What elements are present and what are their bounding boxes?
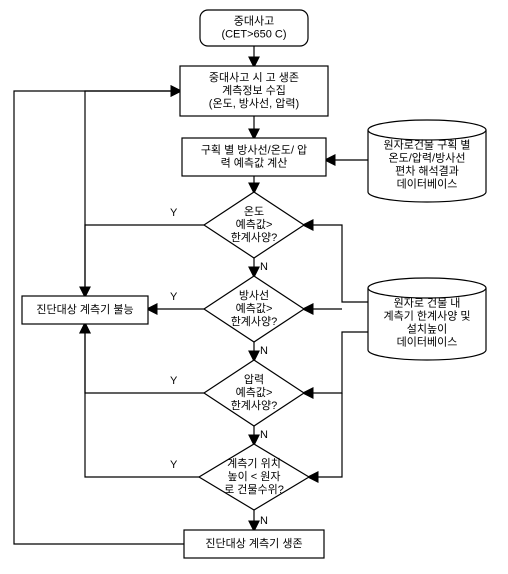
dec_temp-text: 한계사양? bbox=[231, 231, 278, 244]
edge-dec_temp-fail bbox=[85, 225, 204, 296]
node-db1: 원자로건물 구획 별온도/압력/방사선편차 해석결과데이터베이스 bbox=[368, 120, 486, 202]
nodes: 중대사고(CET>650 C) 중대사고 시 고 생존계측정보 수집(온도, 방사… bbox=[22, 10, 486, 558]
collect-text: 계측정보 수집 bbox=[222, 84, 286, 97]
edge-label: N bbox=[260, 345, 268, 357]
dec_temp-text: 온도 bbox=[244, 205, 264, 218]
dec_prs-text: 한계사양? bbox=[231, 399, 278, 412]
db2-text: 설치높이 bbox=[407, 322, 447, 335]
db1-text: 온도/압력/방사선 bbox=[389, 151, 466, 164]
dec_lvl-text: 높이 < 원자 bbox=[227, 470, 280, 483]
edge-label: N bbox=[260, 429, 268, 441]
start-text: 중대사고 bbox=[234, 14, 274, 27]
dec_lvl-text: 계측기 위치 bbox=[227, 457, 281, 470]
edge-db2-dec_prs bbox=[304, 332, 368, 393]
dec_rad-text: 한계사양? bbox=[231, 315, 278, 328]
node-calc: 구획 별 방사선/온도/ 압력 예측값 계산 bbox=[182, 138, 326, 176]
edge-label: Y bbox=[170, 375, 178, 387]
node-start: 중대사고(CET>650 C) bbox=[200, 10, 308, 46]
db1-text: 데이터베이스 bbox=[397, 177, 458, 190]
edge-label: Y bbox=[170, 291, 178, 303]
edge-label: N bbox=[260, 515, 268, 527]
collect-text: (온도, 방사선, 압력) bbox=[209, 97, 299, 110]
dec_prs-text: 압력 bbox=[244, 373, 264, 386]
dec_lvl-text: 로 건물수위? bbox=[224, 483, 284, 496]
db1-text: 편차 해석결과 bbox=[395, 163, 459, 177]
node-collect: 중대사고 시 고 생존계측정보 수집(온도, 방사선, 압력) bbox=[180, 66, 328, 116]
edge-fail-collect bbox=[85, 91, 180, 296]
node-dec_lvl: 계측기 위치높이 < 원자로 건물수위? bbox=[199, 444, 309, 510]
dec_prs-text: 예측값> bbox=[236, 386, 273, 399]
fail-text: 진단대상 계측기 불능 bbox=[36, 303, 133, 316]
flowchart: N N N N Y Y Y Y 중대사고(CET>650 C) 중대사고 시 고 생존계측정보 수… bbox=[0, 0, 508, 574]
node-fail: 진단대상 계측기 불능 bbox=[22, 296, 148, 324]
db1-text: 원자로건물 구획 별 bbox=[383, 138, 470, 151]
dec_rad-text: 예측값> bbox=[236, 302, 273, 315]
edge-dec_lvl-fail bbox=[85, 324, 199, 477]
node-db2: 원자로 건물 내계측기 한계사양 및설치높이데이터베이스 bbox=[368, 278, 486, 360]
node-dec_temp: 온도예측값>한계사양? bbox=[204, 192, 304, 258]
calc-text: 구획 별 방사선/온도/ 압 bbox=[201, 143, 307, 156]
db2-text: 데이터베이스 bbox=[397, 335, 458, 348]
collect-text: 중대사고 시 고 생존 bbox=[209, 71, 299, 84]
edge-label: Y bbox=[170, 459, 178, 471]
node-survive: 진단대상 계측기 생존 bbox=[184, 530, 324, 558]
edge-label: Y bbox=[170, 207, 178, 219]
calc-text: 력 예측값 계산 bbox=[221, 156, 288, 169]
edges: N N N N Y Y Y Y bbox=[14, 46, 368, 544]
start-text: (CET>650 C) bbox=[221, 28, 286, 40]
db2-text: 계측기 한계사양 및 bbox=[383, 309, 470, 322]
db2-text: 원자로 건물 내 bbox=[394, 296, 461, 309]
edge-db2-dec_temp bbox=[304, 225, 368, 302]
node-dec_rad: 방사선예측값>한계사양? bbox=[204, 276, 304, 342]
dec_rad-text: 방사선 bbox=[239, 289, 269, 302]
edge-db2-dec_lvl bbox=[309, 393, 342, 477]
node-dec_prs: 압력예측값>한계사양? bbox=[204, 360, 304, 426]
edge-label: N bbox=[260, 261, 268, 273]
edge-dec_prs-fail bbox=[85, 324, 204, 393]
survive-text: 진단대상 계측기 생존 bbox=[205, 537, 302, 550]
dec_temp-text: 예측값> bbox=[236, 218, 273, 231]
